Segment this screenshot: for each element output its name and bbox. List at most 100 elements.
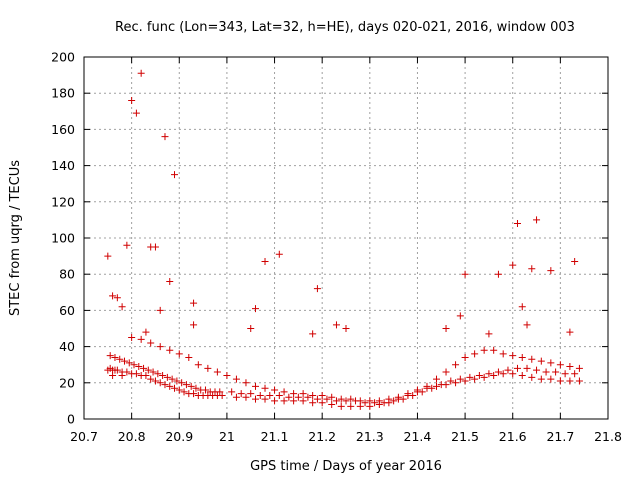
data-point	[518, 353, 526, 361]
x-tick-label: 21.8	[594, 429, 622, 444]
data-point	[533, 366, 541, 374]
data-point	[128, 334, 136, 342]
data-point	[290, 397, 298, 405]
data-point	[566, 363, 574, 371]
data-point	[332, 397, 340, 405]
data-point	[201, 386, 209, 394]
y-tick-label: 60	[59, 303, 75, 318]
x-axis-label: GPS time / Days of year 2016	[250, 459, 442, 474]
x-tick-labels: 20.7 20.8 20.9 21 21.1 21.2 21.3 21.4 21.5 21.6 21…	[70, 429, 622, 444]
data-point	[423, 382, 431, 390]
grid-lines	[84, 57, 608, 419]
data-point	[309, 391, 317, 399]
x-tick-label: 20.8	[118, 429, 146, 444]
data-point	[275, 250, 283, 258]
data-point	[547, 267, 555, 275]
data-point	[556, 361, 564, 369]
data-point	[509, 370, 517, 378]
data-point	[285, 393, 293, 401]
data-point	[485, 370, 493, 378]
data-point	[528, 355, 536, 363]
data-point	[171, 171, 179, 179]
data-point	[452, 361, 460, 369]
data-point	[347, 395, 355, 403]
data-point	[575, 377, 583, 385]
data-point	[166, 346, 174, 354]
data-point	[125, 359, 133, 367]
data-point	[280, 388, 288, 396]
data-point	[271, 397, 279, 405]
data-point	[261, 395, 269, 403]
data-point	[313, 285, 321, 293]
data-point	[251, 395, 259, 403]
data-point	[428, 384, 436, 392]
data-point	[118, 372, 126, 380]
data-point	[175, 386, 183, 394]
data-point	[347, 402, 355, 410]
data-point	[109, 292, 117, 300]
data-point	[190, 321, 198, 329]
data-point	[290, 390, 298, 398]
chart-title: Rec. func (Lon=343, Lat=32, h=HE), days …	[115, 20, 575, 35]
data-point	[140, 364, 148, 372]
data-point	[168, 375, 176, 383]
data-point	[154, 370, 162, 378]
data-point	[528, 265, 536, 273]
data-point	[571, 258, 579, 266]
data-point	[361, 399, 369, 407]
y-tick-labels: 0 20 40 60 80 100 120 140 160 180 200	[51, 50, 75, 427]
data-point	[237, 390, 245, 398]
data-point	[490, 372, 498, 380]
data-point	[328, 401, 336, 409]
x-tick-label: 20.9	[165, 429, 193, 444]
data-point	[494, 368, 502, 376]
data-point	[216, 388, 224, 396]
data-point	[475, 372, 483, 380]
data-point	[151, 243, 159, 251]
data-point	[149, 368, 157, 376]
data-point	[142, 372, 150, 380]
data-point	[471, 350, 479, 358]
data-point	[116, 355, 124, 363]
data-point	[533, 216, 541, 224]
data-point	[528, 373, 536, 381]
data-point	[499, 370, 507, 378]
data-point	[542, 368, 550, 376]
data-point	[556, 377, 564, 385]
data-point	[104, 252, 112, 260]
data-point	[499, 350, 507, 358]
data-point	[106, 352, 114, 360]
data-point	[218, 391, 226, 399]
data-point	[161, 381, 169, 389]
data-point	[456, 375, 464, 383]
data-point	[166, 277, 174, 285]
data-point	[120, 357, 128, 365]
data-point	[490, 346, 498, 354]
data-point	[504, 366, 512, 374]
x-tick-label: 21.4	[404, 429, 432, 444]
y-tick-label: 160	[51, 122, 75, 137]
data-point	[190, 390, 198, 398]
data-point	[471, 375, 479, 383]
data-point	[447, 377, 455, 385]
data-point	[394, 393, 402, 401]
data-point	[537, 375, 545, 383]
data-point	[147, 375, 155, 383]
data-point	[171, 384, 179, 392]
data-point	[111, 353, 119, 361]
data-point	[261, 258, 269, 266]
data-point	[132, 109, 140, 117]
data-point	[552, 368, 560, 376]
data-point	[456, 312, 464, 320]
data-point	[404, 390, 412, 398]
data-point	[513, 220, 521, 228]
data-point	[547, 375, 555, 383]
data-point	[130, 361, 138, 369]
data-point	[232, 393, 240, 401]
data-point	[192, 384, 200, 392]
data-point	[537, 357, 545, 365]
x-tick-label: 21.1	[261, 429, 289, 444]
data-point	[147, 339, 155, 347]
data-point	[137, 69, 145, 77]
data-point	[299, 397, 307, 405]
